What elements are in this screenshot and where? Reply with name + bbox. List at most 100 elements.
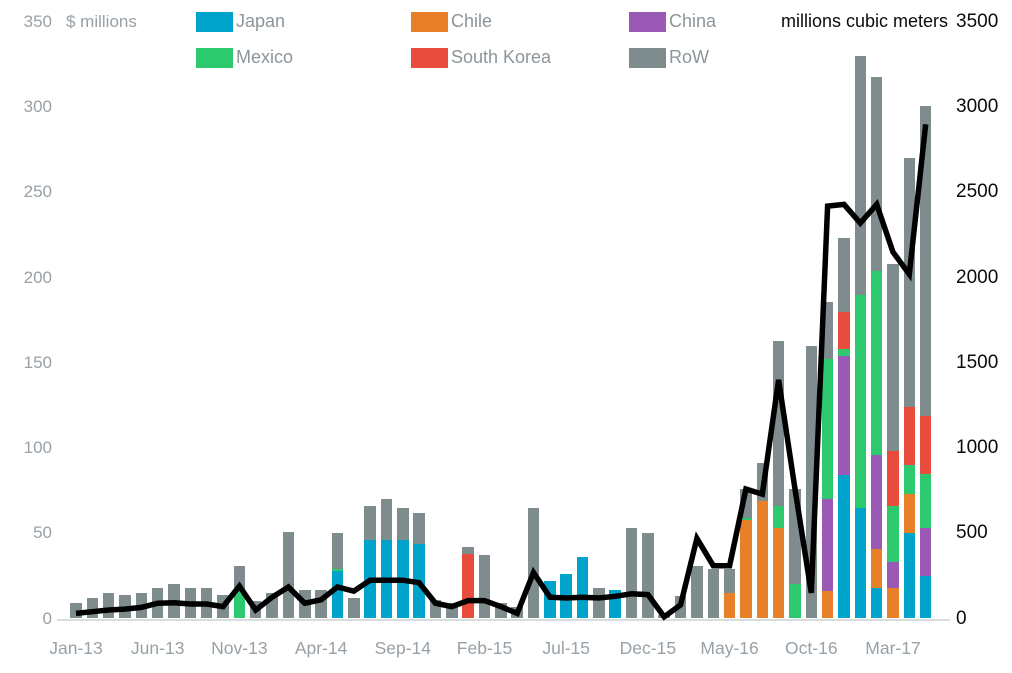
bar-Nov-13-row <box>233 565 246 588</box>
bar-Feb-14-row <box>282 531 295 619</box>
x-tick-Jul-15: Jul-15 <box>542 638 591 658</box>
bar-Nov-16-row <box>821 301 834 360</box>
right-tick-500: 500 <box>956 522 988 544</box>
right-tick-0: 0 <box>956 607 967 629</box>
bar-Oct-15-japan <box>609 589 621 619</box>
x-tick-Apr-14: Apr-14 <box>294 638 348 658</box>
bar-Jan-15-row <box>462 546 474 554</box>
bar-Aug-14-row <box>380 499 393 541</box>
bar-May-17-row <box>919 105 932 416</box>
bar-Dec-16-china <box>838 356 850 476</box>
legend-label-china: China <box>669 11 717 31</box>
bar-Mar-17-chile <box>887 587 899 619</box>
bar-Sep-16-row <box>789 488 801 585</box>
bar-Mar-17-south_korea <box>887 451 899 506</box>
bar-Nov-16-chile <box>821 591 834 619</box>
legend-swatch-row <box>629 48 666 68</box>
bar-May-14-mexico <box>331 569 344 571</box>
bar-Mar-17-row <box>887 264 899 452</box>
right-tick-3000: 3000 <box>956 96 999 118</box>
bar-Feb-17-japan <box>870 587 883 619</box>
x-tick-Nov-13: Nov-13 <box>211 638 268 658</box>
x-tick-Sep-14: Sep-14 <box>374 638 432 658</box>
bar-May-17-south_korea <box>919 415 932 474</box>
bar-Dec-16-south_korea <box>838 311 850 350</box>
bar-Feb-17-chile <box>870 548 883 588</box>
left-tick-0: 0 <box>42 608 52 628</box>
x-tick-Feb-15: Feb-15 <box>456 638 513 658</box>
left-tick-350: 350 <box>23 12 52 31</box>
bar-May-14-row <box>331 533 344 570</box>
bar-Feb-13-row <box>86 598 99 619</box>
x-tick-Oct-16: Oct-16 <box>785 638 838 658</box>
left-tick-200: 200 <box>23 267 52 287</box>
left-tick-100: 100 <box>23 438 52 458</box>
bar-Nov-16-mexico <box>821 359 834 500</box>
bar-Jan-17-mexico <box>854 294 867 508</box>
left-tick-300: 300 <box>23 97 52 117</box>
bar-Apr-17-row <box>903 158 916 408</box>
legend-swatch-japan <box>196 12 233 32</box>
bar-Apr-17-south_korea <box>903 407 916 466</box>
bar-Nov-14-row <box>429 599 442 619</box>
bar-Jun-16-mexico <box>740 517 752 520</box>
bar-Dec-14-row <box>446 603 458 619</box>
bar-Dec-16-row <box>838 238 850 312</box>
bar-Apr-17-japan <box>903 533 916 619</box>
bar-Feb-17-row <box>870 76 883 271</box>
legend-label-mexico: Mexico <box>236 47 294 67</box>
bar-May-16-row <box>723 569 736 593</box>
bar-Mar-17-mexico <box>887 506 899 563</box>
right-tick-2500: 2500 <box>956 181 999 203</box>
bar-Oct-16-row <box>805 345 818 619</box>
right-tick-1000: 1000 <box>956 437 999 459</box>
legend-swatch-south_korea <box>411 48 448 68</box>
bar-Nov-13-mexico <box>233 587 246 619</box>
bar-Aug-16-chile <box>772 528 785 619</box>
bar-Apr-14-row <box>315 589 327 619</box>
bar-Jul-16-chile <box>756 500 769 619</box>
legend-label-row: RoW <box>669 47 709 67</box>
x-tick-Mar-17: Mar-17 <box>865 638 921 658</box>
bar-Apr-16-row <box>707 569 719 619</box>
left-axis-title: $ millions <box>66 12 137 31</box>
legend-swatch-china <box>629 12 666 32</box>
bar-Jul-14-row <box>364 506 376 541</box>
bar-May-14-japan <box>331 570 344 619</box>
bar-Mar-16-row <box>691 565 703 619</box>
bar-Mar-15-row <box>495 603 507 619</box>
bar-Sep-16-mexico <box>789 584 801 619</box>
left-tick-250: 250 <box>23 182 52 202</box>
legend-swatch-mexico <box>196 48 233 68</box>
bar-May-16-chile <box>723 592 736 619</box>
legend-label-japan: Japan <box>236 11 286 31</box>
bar-Aug-16-mexico <box>772 506 785 529</box>
right-tick-3500: 3500 <box>956 11 999 32</box>
right-axis-title: millions cubic meters <box>780 11 948 31</box>
bar-May-17-china <box>919 528 932 576</box>
bar-Jan-17-japan <box>854 507 867 619</box>
bar-Aug-16-row <box>772 340 785 506</box>
bar-Dec-16-japan <box>838 475 850 619</box>
volume-line-path <box>75 124 929 621</box>
bar-Jan-17-row <box>854 56 867 295</box>
bar-Mar-13-row <box>102 592 115 619</box>
bar-Feb-17-mexico <box>870 270 883 455</box>
bar-Aug-15-japan <box>576 557 589 619</box>
bar-Jun-14-row <box>348 598 360 619</box>
bar-Mar-17-china <box>887 562 899 588</box>
right-tick-1500: 1500 <box>956 351 999 373</box>
bar-May-15-row <box>527 507 540 619</box>
bar-Apr-17-chile <box>903 494 916 534</box>
x-tick-May-16: May-16 <box>700 638 759 658</box>
bar-Nov-16-china <box>821 499 834 592</box>
bar-Oct-14-row <box>413 512 425 544</box>
right-tick-2000: 2000 <box>956 266 999 288</box>
left-tick-50: 50 <box>33 523 52 543</box>
x-tick-Jun-13: Jun-13 <box>130 638 185 658</box>
bar-Jun-16-chile <box>740 519 752 619</box>
legend-label-chile: Chile <box>451 11 493 31</box>
bar-Apr-17-mexico <box>903 465 916 495</box>
bar-Feb-15-row <box>478 555 491 619</box>
